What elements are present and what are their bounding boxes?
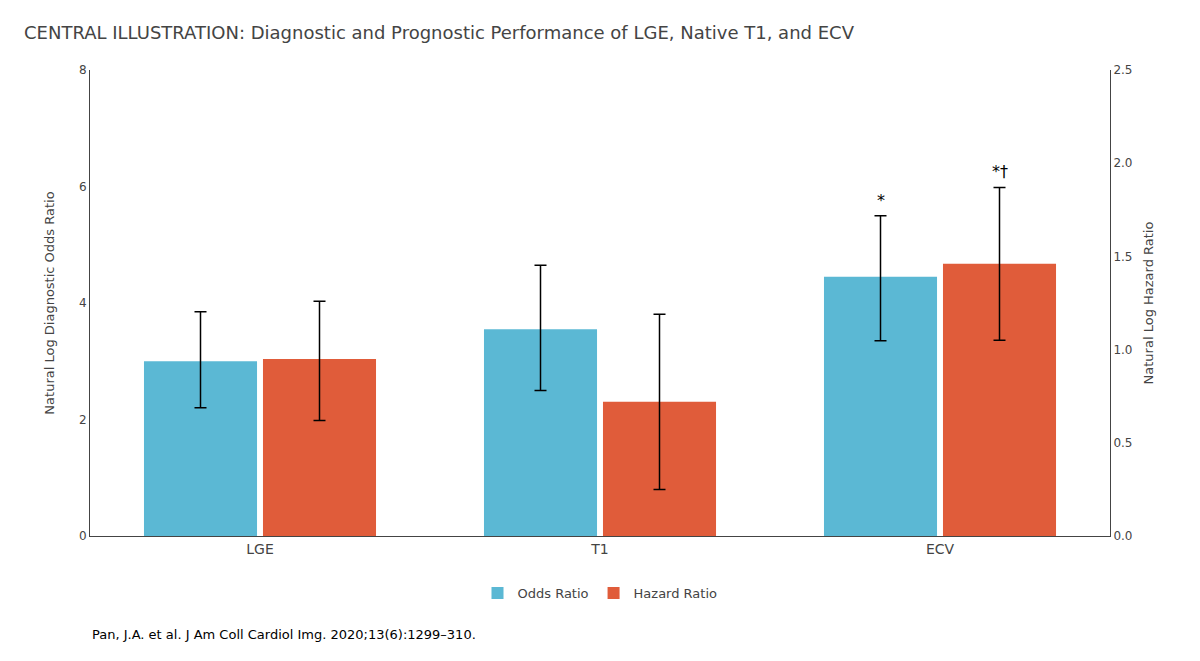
svg-text:ECV: ECV [926,541,955,557]
svg-text:Natural Log Diagnostic Odds Ra: Natural Log Diagnostic Odds Ratio [42,191,57,414]
svg-text:2.0: 2.0 [1113,156,1132,170]
svg-text:Pan, J.A. et al. J Am Coll Car: Pan, J.A. et al. J Am Coll Cardiol Img. … [92,627,476,642]
svg-text:LGE: LGE [246,541,274,557]
svg-text:6: 6 [79,180,87,194]
svg-text:CENTRAL ILLUSTRATION: Diagnost: CENTRAL ILLUSTRATION: Diagnostic and Pro… [24,22,855,43]
svg-text:2: 2 [79,413,87,427]
svg-text:4: 4 [79,296,87,310]
svg-text:Hazard Ratio: Hazard Ratio [634,586,717,601]
svg-text:0: 0 [79,529,87,543]
svg-text:Odds Ratio: Odds Ratio [518,586,589,601]
svg-text:*: * [877,191,885,210]
svg-text:T1: T1 [590,541,608,557]
svg-text:8: 8 [79,63,87,77]
svg-text:0.5: 0.5 [1113,436,1132,450]
svg-text:2.5: 2.5 [1113,63,1132,77]
svg-text:1.0: 1.0 [1113,343,1132,357]
svg-text:0.0: 0.0 [1113,529,1132,543]
svg-text:1.5: 1.5 [1113,250,1132,264]
svg-text:*†: *† [992,162,1008,181]
svg-text:Natural Log Hazard Ratio: Natural Log Hazard Ratio [1141,222,1156,385]
